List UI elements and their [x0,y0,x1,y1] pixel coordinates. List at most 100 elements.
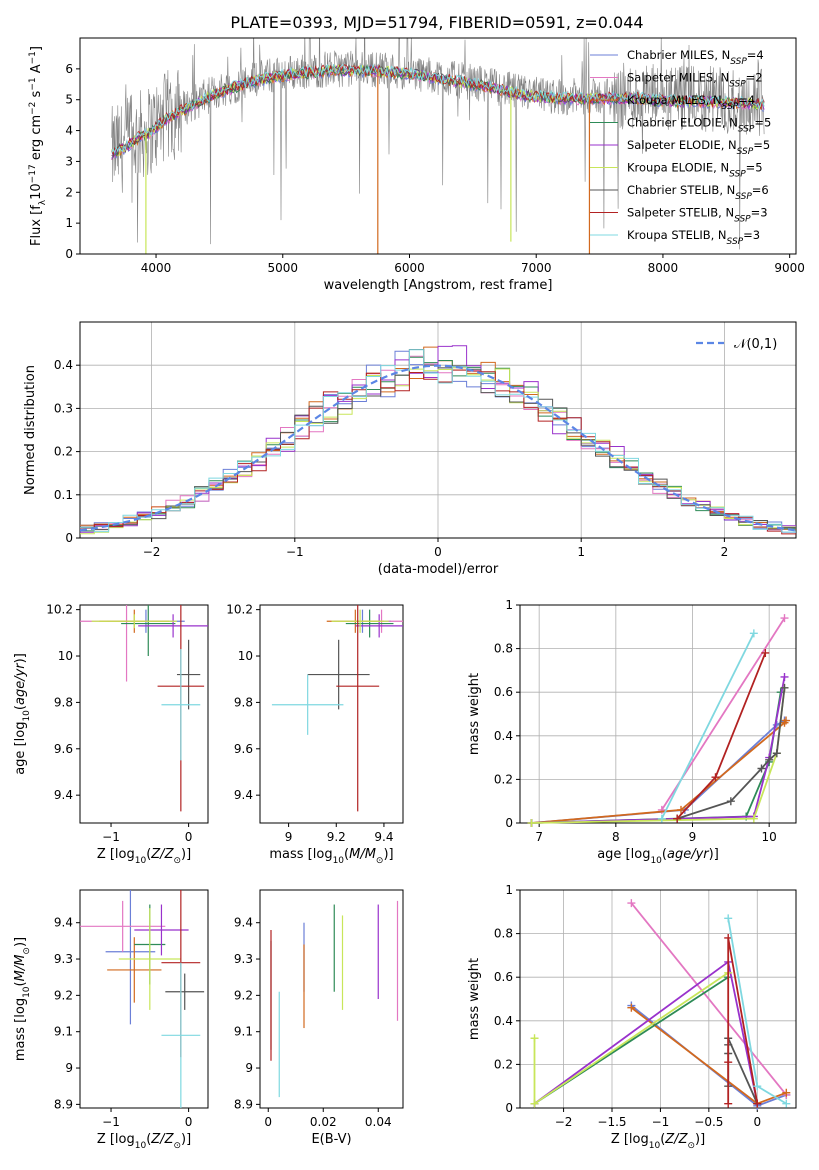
axes-frame [259,889,404,1109]
x-tick-label: 8 [612,830,620,844]
y-tick-label: 1 [505,883,513,897]
x-axis-label: Z [log10(Z/Z⊙)] [97,1132,191,1151]
y-tick-label: 10 [58,649,73,663]
weight-marker [673,814,682,823]
y-tick-label: 10.2 [46,603,73,617]
y-tick-label: 0.2 [494,1057,513,1071]
residuals-panel: −2 −1 0 1 2 0 0.1 0.2 0.3 0.4 (data-model)/error No… [23,321,797,577]
weight-marker [627,1003,636,1012]
x-axis-label: (data-model)/error [378,562,499,577]
x-axis-label: mass [log10(M/M⊙)] [269,847,393,866]
y-tick-label: 0 [505,1101,513,1115]
x-tick-label: 7 [535,830,543,844]
x-tick-label: −1 [102,830,120,844]
y-tick-label: 10 [238,649,253,663]
x-axis-label: age [log10(age/yr)] [597,847,719,866]
x-axis-label: wavelength [Angstrom, rest frame] [324,278,553,293]
y-tick-label: 4 [65,124,73,138]
legend-entry: Kroupa ELODIE, NSSP=5 [627,161,763,180]
y-tick-label: 9.2 [234,988,253,1002]
legend-entry: Chabrier MILES, NSSP=4 [627,48,764,67]
age-vs-Z-panel: −1 0 9.4 9.6 9.8 10 10.2 Z [log10(Z/Z⊙)] age [lo… [13,603,209,866]
y-tick-label: 6 [65,62,73,76]
weight-marker [780,614,789,623]
weight-marker [757,764,766,773]
legend-entry: Salpeter MILES, NSSP=2 [627,71,763,90]
x-tick-label: 0 [185,1115,193,1129]
x-tick-label: 10 [762,830,777,844]
y-tick-label: 9.2 [54,988,73,1002]
y-tick-label: 0 [505,816,513,830]
legend-entry: Salpeter STELIB, NSSP=3 [627,206,768,225]
weight-marker [780,672,789,681]
x-tick-label: 0 [434,545,442,559]
weight-marker [711,773,720,782]
weight-marker [753,1099,762,1108]
y-tick-label: 9.4 [54,788,73,802]
x-tick-label: 6000 [394,261,425,275]
weight-marker [753,1082,762,1091]
y-tick-label: 9.3 [54,952,73,966]
weight-line [727,937,759,1104]
weight-marker [726,797,735,806]
y-tick-label: 0.2 [494,772,513,786]
y-tick-label: 10.2 [226,603,253,617]
legend-entry: Chabrier STELIB, NSSP=6 [627,183,769,202]
weight-marker [772,749,781,758]
y-tick-label: 0.6 [494,685,513,699]
histogram-6 [80,349,796,531]
weight-vs-Z-panel: −2 −1.5 −1 −0.5 0 0 0.2 0.4 0.6 0.8 1 Z [log10(Z/Z⊙… [467,883,797,1151]
x-tick-label: 2 [721,545,729,559]
weight-line [531,719,787,824]
y-tick-label: 9.4 [234,788,253,802]
weight-marker [677,805,685,814]
weight-marker [657,805,666,814]
weight-vs-age-panel: 7 8 9 10 0 0.2 0.4 0.6 0.8 1 age [log10(age/yr)] ma… [467,598,797,866]
y-tick-label: 9.8 [234,695,253,709]
y-tick-label: 0 [65,531,73,545]
weight-marker [749,814,758,823]
y-tick-label: 0.4 [494,1014,513,1028]
y-tick-label: 9.1 [54,1025,73,1039]
y-tick-label: 9.4 [54,916,73,930]
weight-marker [530,1099,539,1108]
axes-frame [519,604,797,824]
x-tick-label: −0.5 [694,1115,723,1129]
y-tick-label: 0.4 [494,729,513,743]
weight-marker [782,716,791,725]
x-tick-label: 0.02 [310,1115,337,1129]
mass-vs-Z-panel: −1 0 8.9 9 9.1 9.2 9.3 9.4 Z [log10(Z/Z⊙)] mass [… [13,889,209,1151]
weight-line [660,632,755,820]
y-tick-label: 0.6 [494,970,513,984]
y-tick-label: 9.4 [234,916,253,930]
axes-frame [79,37,797,255]
y-tick-label: 9 [245,1061,253,1075]
y-tick-label: 9.3 [234,952,253,966]
weight-line [676,687,786,820]
y-tick-label: 9.6 [234,742,253,756]
x-tick-label: 9.2 [327,830,346,844]
y-axis-label: mass weight [467,673,482,755]
histogram-8 [80,349,796,533]
y-tick-label: 1 [65,216,73,230]
legend-entry: Chabrier ELODIE, NSSP=5 [627,116,771,135]
histogram-5 [80,367,796,535]
y-axis-label: mass weight [467,958,482,1040]
weight-marker [527,819,536,827]
weight-marker [765,755,774,764]
x-tick-label: 0 [185,830,193,844]
weight-marker [724,1099,733,1108]
x-tick-label: 9.4 [374,830,393,844]
weight-marker [749,629,758,638]
age-vs-mass-panel: 9 9.2 9.4 9.4 9.6 9.8 10 10.2 mass [log10(M/M⊙)] [226,603,404,866]
y-tick-label: 9.8 [54,695,73,709]
y-tick-label: 9 [65,1061,73,1075]
x-tick-label: −1 [652,1115,670,1129]
legend-entry: Kroupa STELIB, NSSP=3 [627,228,760,247]
x-tick-label: 0 [264,1115,272,1129]
x-tick-label: −2 [143,545,161,559]
mass-vs-ebv-panel: 0 0.02 0.04 8.9 9 9.1 9.2 9.3 9.4 E(B-V) [234,889,404,1147]
y-axis-label: Normed distribution [23,365,38,495]
y-tick-label: 5 [65,93,73,107]
